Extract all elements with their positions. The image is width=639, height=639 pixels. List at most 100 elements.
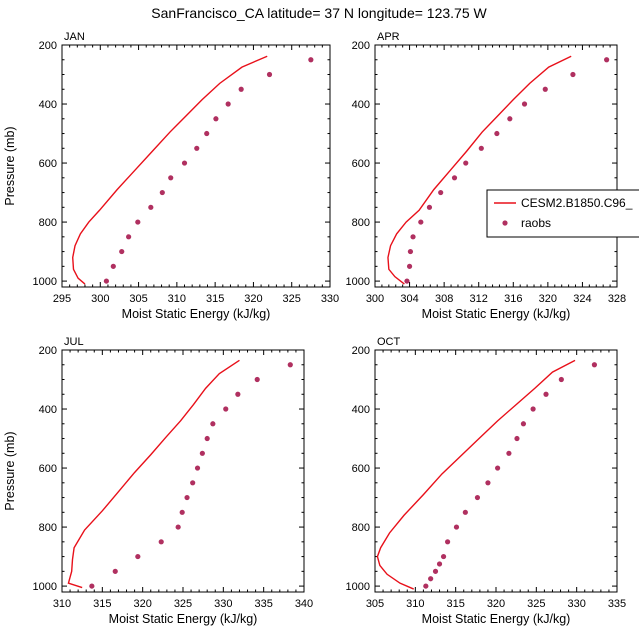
raobs-point	[432, 568, 439, 574]
raobs-point	[168, 175, 174, 181]
chart-panel-apr: 300 304 308 312 316 320 324 328 200 400 600 800 1000…	[346, 31, 627, 321]
raobs-point	[235, 391, 241, 397]
legend: CESM2.B1850.C96_raobs	[486, 189, 639, 238]
raobs-point	[204, 130, 210, 137]
x-tick-label: 340	[295, 598, 313, 610]
raobs-point	[410, 234, 416, 240]
x-tick-label: 325	[527, 598, 545, 610]
raobs-point	[514, 435, 520, 442]
raobs-point	[462, 509, 468, 515]
series-line-cesm2	[376, 359, 576, 590]
raobs-point	[184, 494, 190, 501]
y-tick-label: 800	[39, 217, 57, 229]
y-tick-label: 400	[39, 404, 57, 416]
raobs-point	[308, 57, 314, 63]
raobs-point	[521, 101, 528, 107]
x-tick-label: 310	[53, 598, 71, 610]
chart-panel-jan: 295 300 305 310 315 320 325 330 200 400 600 800 1000…	[3, 31, 339, 321]
x-tick-label: 316	[504, 293, 522, 305]
x-tick-label: 315	[93, 598, 111, 610]
raobs-point	[426, 204, 433, 210]
panel-label: OCT	[377, 336, 401, 348]
x-tick-label: 300	[366, 293, 384, 305]
raobs-point	[423, 583, 429, 589]
raobs-point	[543, 391, 549, 397]
raobs-point	[112, 568, 118, 574]
raobs-point	[440, 553, 447, 560]
x-tick-label: 312	[470, 293, 488, 305]
x-tick-label: 324	[573, 293, 591, 305]
raobs-point	[103, 278, 110, 284]
chart-panel-jul: 310 315 320 325 330 335 340 200 400 600 800 1000 JUL…	[3, 336, 313, 626]
panel-label: JAN	[64, 31, 85, 43]
raobs-point	[474, 494, 481, 501]
y-tick-label: 200	[352, 345, 370, 357]
raobs-point	[507, 116, 513, 122]
raobs-point	[558, 376, 564, 383]
panel-label: APR	[377, 31, 400, 43]
x-axis-label: Moist Static Energy (kJ/kg)	[109, 612, 258, 626]
legend-marker-swatch	[502, 220, 508, 226]
figure-title: SanFrancisco_CA latitude= 37 N longitude…	[151, 5, 487, 21]
raobs-point	[570, 71, 576, 78]
y-tick-label: 600	[39, 463, 57, 475]
x-tick-label: 304	[400, 293, 418, 305]
x-tick-label: 330	[214, 598, 232, 610]
series-line-cesm2	[72, 55, 268, 285]
raobs-point	[495, 465, 501, 471]
raobs-point	[238, 86, 244, 92]
raobs-point	[194, 145, 200, 151]
y-tick-label: 1000	[33, 581, 57, 593]
x-tick-label: 315	[206, 293, 224, 305]
raobs-point	[158, 539, 164, 545]
raobs-point	[126, 234, 132, 240]
raobs-point	[438, 189, 444, 196]
raobs-point	[225, 101, 231, 107]
x-axis-label: Moist Static Energy (kJ/kg)	[422, 307, 571, 321]
raobs-point	[179, 509, 185, 515]
raobs-point	[406, 263, 413, 269]
y-tick-label: 400	[39, 99, 57, 111]
x-tick-label: 305	[366, 598, 384, 610]
plot-frame	[374, 349, 618, 593]
legend-label-raobs: raobs	[521, 216, 551, 230]
y-tick-label: 600	[39, 158, 57, 170]
y-tick-label: 800	[352, 217, 370, 229]
x-tick-label: 305	[129, 293, 147, 305]
x-tick-label: 320	[133, 598, 151, 610]
plot-frame	[61, 349, 305, 593]
x-tick-label: 330	[567, 598, 585, 610]
series-line-cesm2	[67, 359, 240, 589]
raobs-point	[148, 204, 154, 210]
raobs-point	[204, 435, 210, 442]
raobs-point	[485, 480, 491, 486]
x-tick-label: 308	[435, 293, 453, 305]
raobs-point	[418, 219, 424, 225]
y-tick-label: 1000	[346, 276, 370, 288]
x-tick-label: 328	[608, 293, 626, 305]
x-tick-label: 295	[53, 293, 71, 305]
y-tick-label: 600	[352, 158, 370, 170]
y-tick-label: 400	[352, 404, 370, 416]
raobs-point	[190, 480, 196, 486]
plot-frame	[61, 44, 331, 288]
raobs-point	[213, 116, 219, 122]
panels: 295 300 305 310 315 320 325 330 200 400 600 800 1000…	[3, 31, 626, 626]
raobs-point	[194, 465, 201, 471]
raobs-point	[520, 421, 527, 427]
x-tick-label: 335	[608, 598, 626, 610]
raobs-point	[542, 86, 548, 92]
raobs-point	[254, 376, 260, 383]
y-tick-label: 800	[39, 522, 57, 534]
raobs-point	[210, 421, 216, 427]
panel-label: JUL	[64, 336, 84, 348]
raobs-point	[530, 406, 536, 412]
x-tick-label: 325	[283, 293, 301, 305]
x-tick-label: 300	[91, 293, 109, 305]
y-tick-label: 1000	[346, 581, 370, 593]
x-tick-label: 335	[254, 598, 272, 610]
raobs-point	[135, 219, 141, 225]
raobs-point	[451, 175, 458, 181]
x-tick-label: 320	[244, 293, 262, 305]
